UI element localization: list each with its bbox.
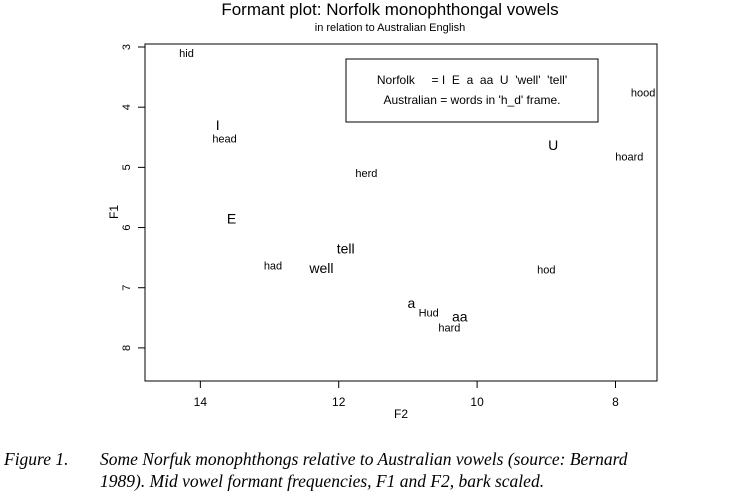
x-tick-label: 10 (470, 395, 484, 409)
data-point-label: a (407, 295, 415, 311)
x-axis-label: F2 (394, 407, 408, 421)
chart-subtitle: in relation to Australian English (314, 22, 466, 34)
data-point-label: I (216, 117, 220, 133)
x-tick-label: 12 (332, 395, 346, 409)
y-tick-label: 5 (121, 164, 133, 170)
data-point-label: head (212, 134, 236, 146)
data-point-label: well (308, 260, 333, 276)
formant-scatter-plot: 14 12 10 8 3 4 5 6 7 8 Norfolk = I E a aa U 'well… (107, 43, 658, 421)
x-tick-label: 14 (194, 395, 208, 409)
data-point-label: hod (537, 264, 555, 276)
figure-caption-line-1: Some Norfuk monophthongs relative to Aus… (100, 449, 628, 469)
legend-box (345, 58, 599, 123)
data-point-label: tell (337, 241, 355, 257)
x-tick-label: 8 (612, 395, 619, 409)
y-tick-label: 4 (121, 104, 133, 110)
data-point-label: E (227, 211, 236, 227)
data-point-label: hood (631, 87, 655, 99)
data-point-label: U (548, 137, 558, 153)
legend-line-norfolk: Norfolk = I E a aa U 'well' 'tell' (377, 73, 567, 87)
data-point-label: herd (355, 168, 377, 180)
chart-title: Formant plot: Norfolk monophthongal vowe… (221, 0, 559, 19)
y-tick-label: 8 (121, 345, 133, 351)
y-tick-label: 6 (121, 224, 133, 230)
legend-line-australian: Australian = words in 'h_d' frame. (384, 93, 561, 107)
data-point-label: aa (452, 309, 468, 325)
figure-caption-line-2: 1989). Mid vowel formant frequencies, F1… (100, 471, 545, 491)
data-point-label: had (264, 261, 282, 273)
y-tick-label: 3 (121, 44, 133, 50)
data-point-label: Hud (419, 308, 439, 320)
figure-caption-label: Figure 1. (4, 449, 69, 469)
data-point-label: hid (179, 48, 194, 60)
data-point-label: hard (438, 323, 460, 335)
data-point-label: hoard (615, 152, 643, 164)
y-tick-label: 7 (121, 285, 133, 291)
plot-frame (144, 43, 658, 382)
y-axis-label: F1 (107, 205, 121, 219)
